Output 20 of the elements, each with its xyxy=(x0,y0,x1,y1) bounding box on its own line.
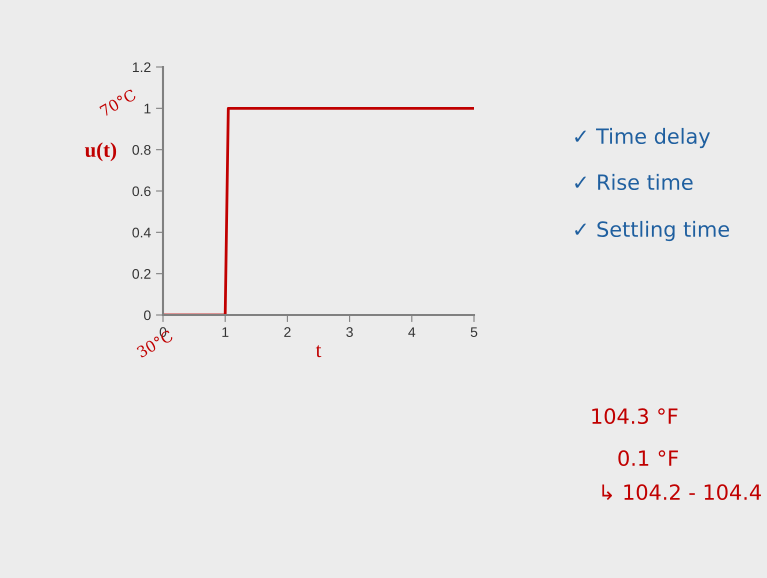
y-tick-label: 0.2 xyxy=(132,269,150,279)
y-tick-label: 1 xyxy=(144,104,151,114)
x-tick-label: 3 xyxy=(346,327,353,338)
y-tick-label: 0 xyxy=(144,310,151,320)
text: ✓ Rise time xyxy=(575,174,693,190)
text: 0.1 °F xyxy=(618,450,678,466)
x-tick-label: 2 xyxy=(284,327,291,337)
y-tick-label: 0.4 xyxy=(132,228,151,238)
text: 104.3 °F xyxy=(592,408,678,424)
x-tick-label: 5 xyxy=(470,327,478,338)
y-tick-label: 1.2 xyxy=(132,62,150,72)
x-tick-label: 4 xyxy=(408,327,416,337)
text: ✓ Time delay xyxy=(575,128,710,148)
y-tick-label: 0.8 xyxy=(132,145,151,155)
text: ✓ Settling time xyxy=(575,220,730,242)
x-tick-label: 1 xyxy=(222,327,228,337)
x-axis-title: t xyxy=(316,345,322,358)
y-tick-label: 0.6 xyxy=(132,186,151,196)
text: ↳ 104.2 - 104.4 xyxy=(602,484,761,500)
y-axis-title: u(t) xyxy=(84,142,116,162)
